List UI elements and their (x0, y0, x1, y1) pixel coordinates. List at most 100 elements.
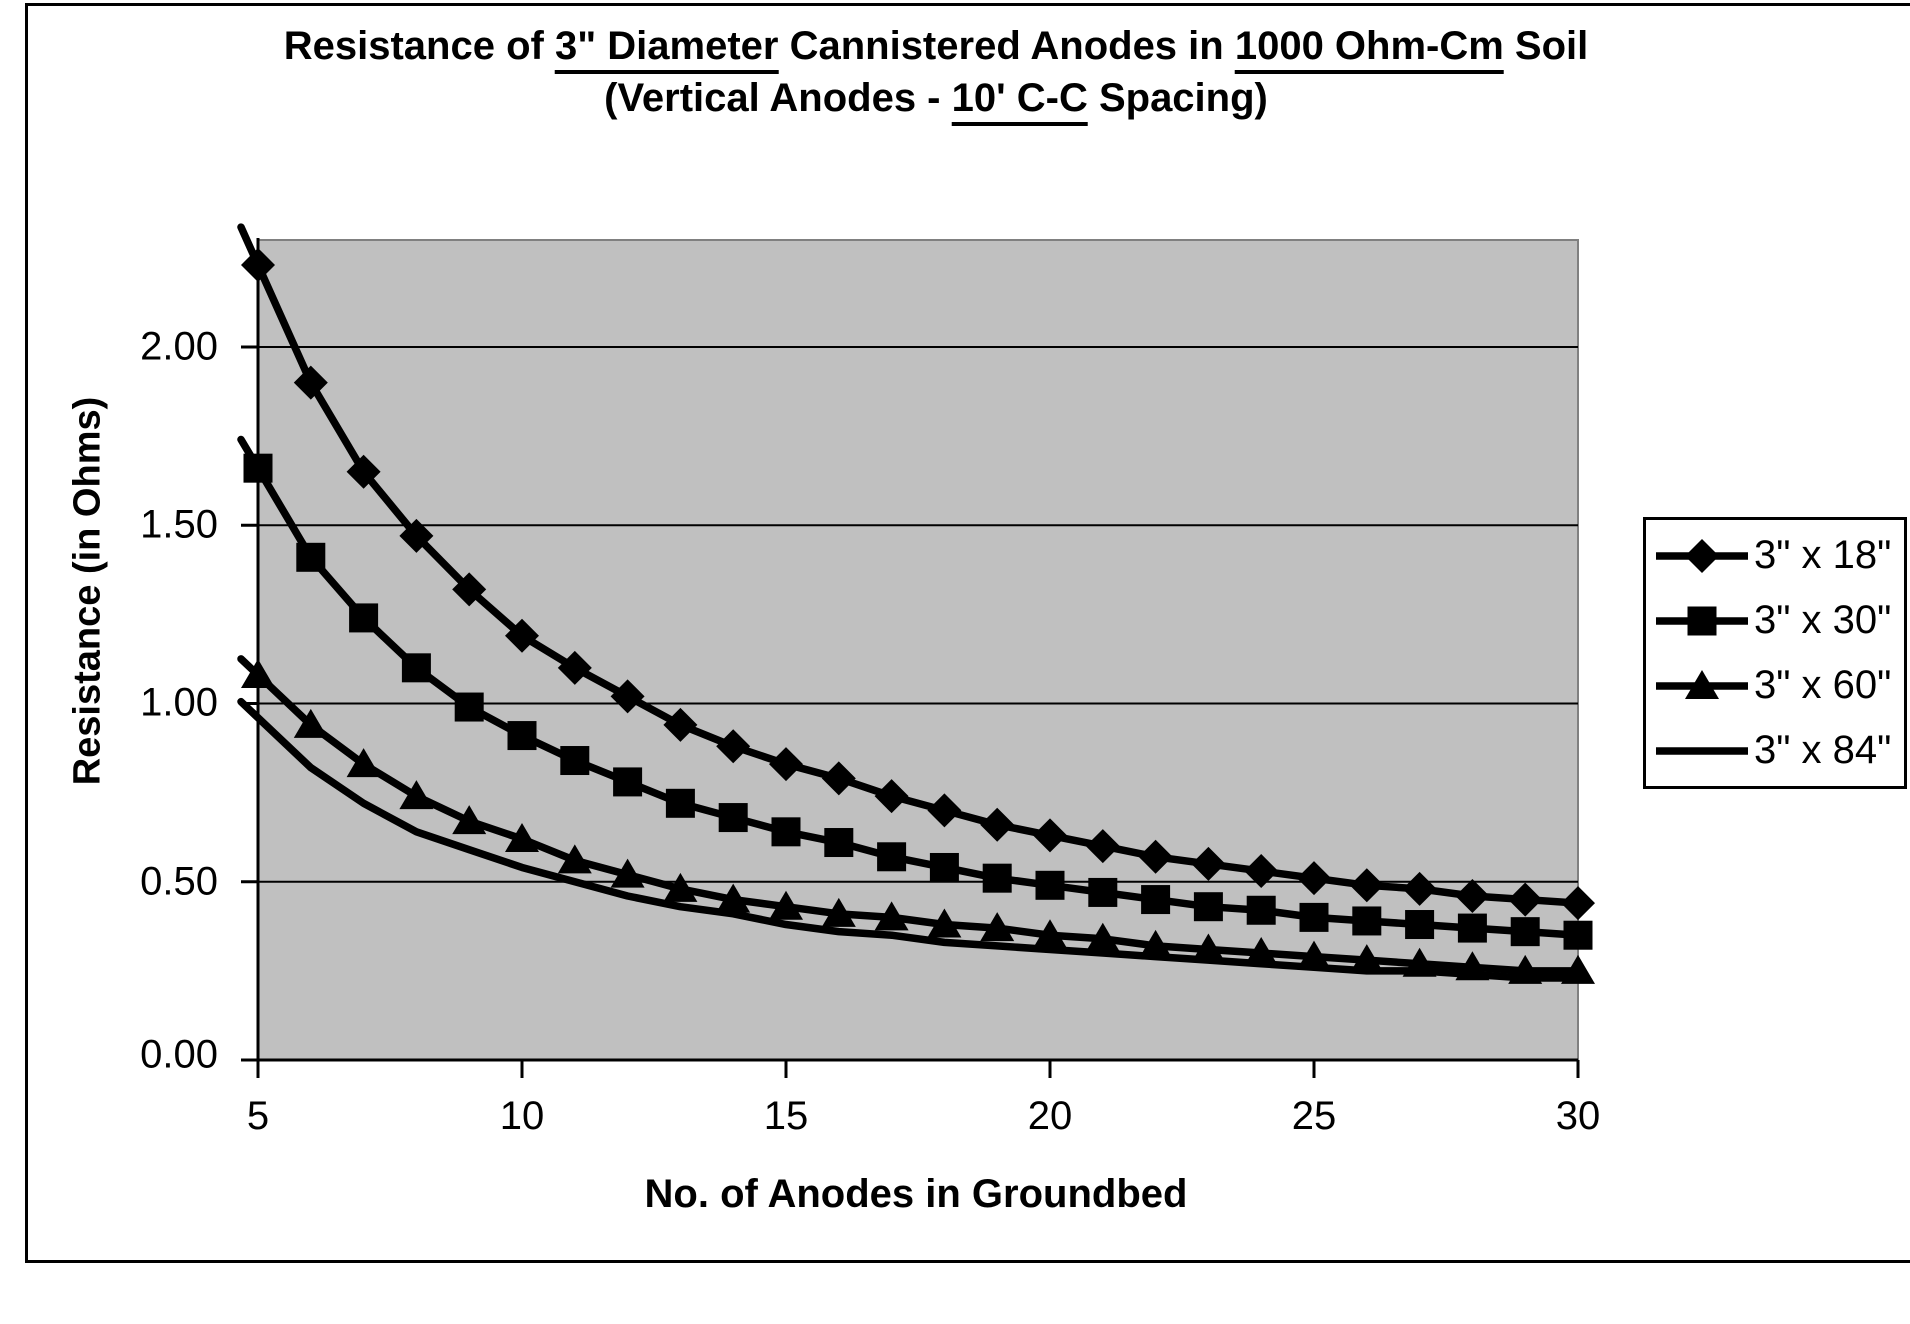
square-marker (613, 767, 643, 797)
legend-item-3x18: 3" x 18" (1646, 523, 1904, 588)
title-part: Spacing) (1087, 76, 1268, 120)
square-marker (454, 692, 484, 722)
triangle-marker (399, 780, 434, 810)
diamond-marker (769, 747, 803, 782)
square-marker (1035, 870, 1065, 900)
triangle-marker (927, 908, 962, 938)
square-marker (824, 828, 854, 858)
triangle-marker (1033, 919, 1067, 949)
legend-item-3x60: 3" x 60" (1646, 653, 1904, 718)
series-1 (237, 223, 1595, 921)
triangle-marker (505, 822, 539, 852)
square-marker (1299, 902, 1329, 932)
diamond-marker (1402, 871, 1437, 906)
triangle-marker (1085, 922, 1120, 952)
square-marker (401, 653, 431, 683)
x-tick-label: 20 (1027, 1094, 1073, 1138)
y-tick-label: 1.00 (140, 680, 218, 725)
title-part: (Vertical Anodes - (604, 76, 952, 120)
diamond-marker (346, 454, 381, 489)
legend-diamond-marker-icon (1656, 538, 1748, 573)
diamond-marker (1033, 818, 1067, 853)
square-marker (929, 852, 959, 882)
diamond-marker (716, 729, 751, 764)
square-marker (665, 788, 695, 818)
triangle-marker (1297, 940, 1331, 970)
diamond-marker (557, 650, 592, 685)
diamond-marker (505, 618, 539, 653)
triangle-marker (346, 748, 381, 778)
diamond-marker (452, 572, 487, 607)
series-line (237, 697, 1582, 982)
diamond-marker (1685, 538, 1719, 573)
series-4 (237, 697, 1582, 982)
y-tick-label: 0.00 (140, 1032, 218, 1077)
square-marker (1352, 906, 1382, 936)
square-marker (560, 746, 590, 776)
diamond-marker (1085, 829, 1120, 864)
triangle-marker (1244, 937, 1279, 967)
y-tick-label: 2.00 (140, 324, 218, 369)
legend-item-3x84: 3" x 84" (1646, 718, 1904, 783)
triangle-marker (1349, 944, 1384, 974)
square-marker (296, 542, 326, 572)
diamond-marker (1297, 861, 1331, 896)
triangle-marker (557, 844, 592, 874)
x-tick-label: 15 (763, 1094, 809, 1138)
diamond-marker (610, 679, 645, 714)
triangle-marker (769, 890, 803, 920)
triangle-marker (610, 858, 645, 888)
diamond-marker (663, 707, 698, 742)
x-tick-label: 10 (499, 1094, 545, 1138)
legend-item-3x30: 3" x 30" (1646, 588, 1904, 653)
square-marker (1405, 910, 1435, 940)
diamond-marker (927, 793, 962, 828)
square-marker (877, 842, 907, 872)
triangle-marker (821, 897, 856, 927)
diamond-marker (1191, 846, 1226, 881)
diamond-marker (821, 761, 856, 796)
diamond-marker (980, 807, 1015, 842)
legend-square-marker-icon (1656, 606, 1748, 635)
diamond-marker (293, 365, 328, 400)
legend-line-marker-icon (1656, 746, 1748, 755)
triangle-marker (1138, 929, 1173, 959)
square-marker (507, 721, 537, 751)
x-tick-label: 25 (1291, 1094, 1337, 1138)
diamond-marker (1138, 839, 1173, 874)
chart-title-line2: (Vertical Anodes - 10' C-C Spacing) (284, 72, 1589, 126)
triangle-marker (1191, 933, 1226, 963)
square-marker (1088, 877, 1118, 907)
diamond-marker (1508, 882, 1543, 917)
triangle-marker (452, 805, 487, 835)
title-part-underlined: 3" Diameter (554, 24, 779, 74)
y-tick-label: 0.50 (140, 859, 218, 904)
y-tick-label: 1.50 (140, 502, 218, 547)
square-marker (1246, 895, 1276, 925)
series-2 (237, 435, 1593, 950)
legend-item-label: 3" x 84" (1754, 728, 1892, 772)
square-marker (1563, 920, 1593, 950)
legend-item-label: 3" x 60" (1754, 663, 1892, 707)
legend-item-label: 3" x 30" (1754, 598, 1892, 642)
triangle-marker (980, 912, 1015, 942)
diamond-marker (1244, 854, 1279, 889)
triangle-marker (874, 901, 909, 931)
x-tick-label: 5 (246, 1094, 270, 1138)
legend-item-label: 3" x 18" (1754, 533, 1892, 577)
triangle-marker (1685, 669, 1719, 699)
legend-triangle-marker-icon (1656, 669, 1748, 699)
y-axis-title: Resistance (in Ohms) (66, 396, 109, 786)
title-part: Cannistered Anodes in (778, 24, 1235, 68)
square-marker (771, 817, 801, 847)
diamond-marker (874, 779, 909, 814)
x-tick-label: 30 (1555, 1094, 1601, 1138)
legend: 3" x 18" 3" x 30" 3" x 60" 3" x 84" (1643, 517, 1907, 789)
diamond-marker (1561, 886, 1595, 921)
square-marker (982, 863, 1012, 893)
square-marker (718, 803, 748, 833)
diamond-marker (1349, 868, 1384, 903)
triangle-marker (663, 872, 698, 902)
title-part-underlined: 10' C-C (951, 76, 1088, 126)
